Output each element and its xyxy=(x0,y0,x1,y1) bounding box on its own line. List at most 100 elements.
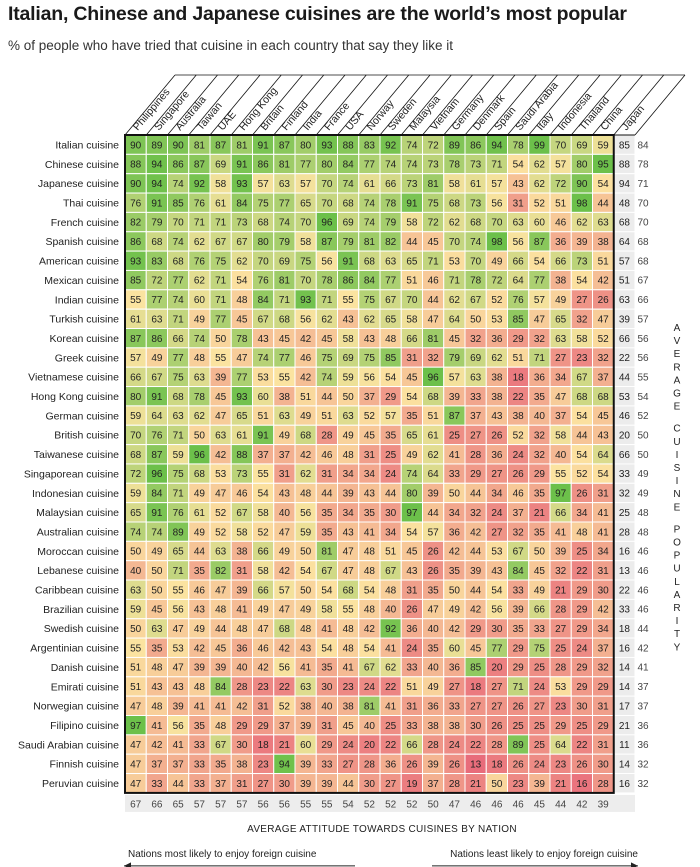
cell-value: 47 xyxy=(258,624,270,635)
cell-value: 57 xyxy=(428,527,440,538)
cell-value: 59 xyxy=(343,372,355,383)
cell-value: 72 xyxy=(428,218,440,229)
cell-value: 53 xyxy=(491,547,503,558)
row-average: 46 xyxy=(637,547,649,558)
cell-value: 78 xyxy=(236,334,248,345)
cell-value: 58 xyxy=(406,314,418,325)
cell-value: 63 xyxy=(300,682,312,693)
cell-value: 75 xyxy=(364,353,376,364)
cell-value: 63 xyxy=(513,218,525,229)
col-average: 55 xyxy=(300,799,312,810)
cell-value: 25 xyxy=(534,740,546,751)
cell-value: 68 xyxy=(173,392,185,403)
cell-value: 57 xyxy=(279,585,291,596)
cell-value: 94 xyxy=(491,140,503,151)
cell-value: 91 xyxy=(151,392,163,403)
cell-value: 23 xyxy=(555,701,567,712)
cell-value: 56 xyxy=(173,721,185,732)
cell-value: 37 xyxy=(364,392,376,403)
cell-value: 89 xyxy=(151,140,163,151)
cell-value: 34 xyxy=(555,372,567,383)
cell-value: 28 xyxy=(470,450,482,461)
cell-value: 62 xyxy=(364,314,376,325)
cell-value: 68 xyxy=(428,392,440,403)
cell-value: 26 xyxy=(491,721,503,732)
cell-value: 91 xyxy=(236,160,248,171)
cell-value: 36 xyxy=(236,643,248,654)
cell-value: 33 xyxy=(619,469,631,480)
row-label-chinese-cuisine: Chinese cuisine xyxy=(45,159,119,171)
cell-value: 90 xyxy=(130,140,142,151)
cell-value: 65 xyxy=(406,431,418,442)
cell-value: 69 xyxy=(343,353,355,364)
cell-value: 14 xyxy=(619,759,631,770)
cell-value: 31 xyxy=(236,566,248,577)
cell-value: 87 xyxy=(449,411,461,422)
cell-value: 17 xyxy=(619,701,631,712)
cell-value: 65 xyxy=(173,547,185,558)
row-label-norwegian-cuisine: Norwegian cuisine xyxy=(33,701,119,713)
cell-value: 75 xyxy=(321,353,333,364)
cell-value: 67 xyxy=(385,295,397,306)
cell-value: 28 xyxy=(555,663,567,674)
side-axis-letter: P xyxy=(674,524,681,535)
cell-value: 46 xyxy=(513,489,525,500)
cell-value: 29 xyxy=(513,663,525,674)
cell-value: 41 xyxy=(555,527,567,538)
cell-value: 48 xyxy=(236,295,248,306)
cell-value: 38 xyxy=(598,237,610,248)
cell-value: 54 xyxy=(534,256,546,267)
cell-value: 27 xyxy=(555,353,567,364)
cell-value: 70 xyxy=(130,431,142,442)
cell-value: 70 xyxy=(555,140,567,151)
cell-value: 29 xyxy=(598,721,610,732)
col-average: 46 xyxy=(470,799,482,810)
cell-value: 66 xyxy=(555,256,567,267)
cell-value: 96 xyxy=(428,372,440,383)
cell-value: 20 xyxy=(364,740,376,751)
cell-value: 78 xyxy=(321,276,333,287)
cell-value: 48 xyxy=(151,663,163,674)
cell-value: 46 xyxy=(619,411,631,422)
row-label-caribbean-cuisine: Caribbean cuisine xyxy=(35,585,119,597)
cell-value: 93 xyxy=(321,140,333,151)
cell-value: 30 xyxy=(470,721,482,732)
cell-value: 66 xyxy=(619,334,631,345)
cell-value: 65 xyxy=(236,411,248,422)
cell-value: 46 xyxy=(555,218,567,229)
cell-value: 43 xyxy=(258,334,270,345)
cell-value: 50 xyxy=(215,334,227,345)
cell-value: 14 xyxy=(619,682,631,693)
cell-value: 63 xyxy=(151,314,163,325)
cell-value: 98 xyxy=(491,237,503,248)
cell-value: 59 xyxy=(130,489,142,500)
cell-value: 52 xyxy=(215,527,227,538)
cell-value: 41 xyxy=(151,721,163,732)
side-axis-letter: E xyxy=(674,502,681,513)
cell-value: 93 xyxy=(300,295,312,306)
cell-value: 29 xyxy=(321,740,333,751)
cell-value: 28 xyxy=(598,779,610,790)
cell-value: 50 xyxy=(194,431,206,442)
cell-value: 97 xyxy=(130,721,142,732)
cell-value: 34 xyxy=(576,508,588,519)
cell-value: 96 xyxy=(321,218,333,229)
row-average: 36 xyxy=(637,721,649,732)
cell-value: 82 xyxy=(215,566,227,577)
cell-value: 16 xyxy=(619,643,631,654)
cell-value: 77 xyxy=(236,372,248,383)
cell-value: 63 xyxy=(343,411,355,422)
header-divider xyxy=(400,74,452,136)
cell-value: 30 xyxy=(576,701,588,712)
cell-value: 68 xyxy=(619,218,631,229)
cell-value: 27 xyxy=(491,469,503,480)
cell-value: 82 xyxy=(385,237,397,248)
cell-value: 77 xyxy=(300,160,312,171)
cell-value: 37 xyxy=(513,508,525,519)
cell-value: 42 xyxy=(470,605,482,616)
cell-value: 39 xyxy=(321,779,333,790)
cell-value: 58 xyxy=(406,218,418,229)
col-average-band xyxy=(125,794,635,812)
cell-value: 70 xyxy=(321,179,333,190)
cell-value: 44 xyxy=(385,489,397,500)
